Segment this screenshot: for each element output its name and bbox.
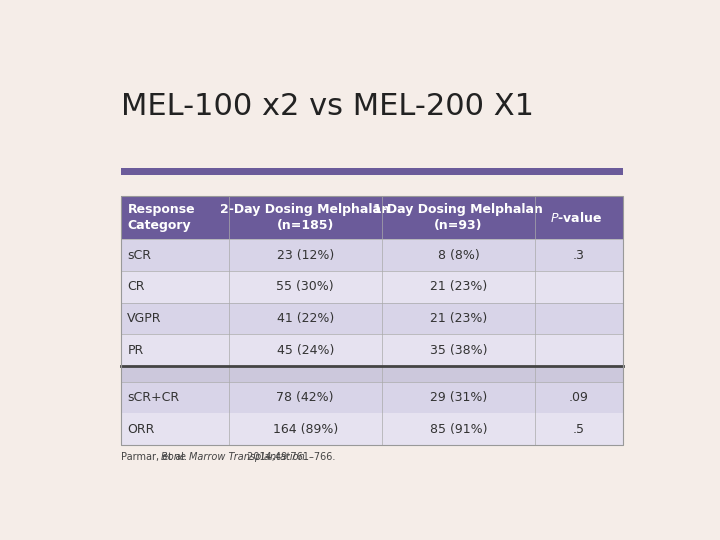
Text: 35 (38%): 35 (38%) bbox=[430, 343, 487, 356]
Text: VGPR: VGPR bbox=[127, 312, 162, 325]
Bar bbox=[121, 382, 623, 413]
Text: 23 (12%): 23 (12%) bbox=[276, 249, 334, 262]
Text: 45 (24%): 45 (24%) bbox=[276, 343, 334, 356]
Text: 2-Day Dosing Melphalan
(n=185): 2-Day Dosing Melphalan (n=185) bbox=[220, 203, 390, 232]
Text: 164 (89%): 164 (89%) bbox=[273, 422, 338, 436]
Text: 78 (42%): 78 (42%) bbox=[276, 391, 334, 404]
Text: ORR: ORR bbox=[127, 422, 155, 436]
Text: sCR: sCR bbox=[127, 249, 151, 262]
Text: 85 (91%): 85 (91%) bbox=[430, 422, 487, 436]
Bar bbox=[121, 239, 623, 271]
Bar bbox=[121, 334, 623, 366]
Text: .09: .09 bbox=[569, 391, 589, 404]
Text: $\it{P}$-value: $\it{P}$-value bbox=[550, 211, 603, 225]
Text: .5: .5 bbox=[573, 422, 585, 436]
Text: 41 (22%): 41 (22%) bbox=[276, 312, 334, 325]
Text: 21 (23%): 21 (23%) bbox=[430, 312, 487, 325]
Text: .3: .3 bbox=[573, 249, 585, 262]
Text: 2014;49:761–766.: 2014;49:761–766. bbox=[244, 452, 336, 462]
Text: sCR+CR: sCR+CR bbox=[127, 391, 179, 404]
Text: CR: CR bbox=[127, 280, 145, 293]
Bar bbox=[121, 366, 623, 382]
Text: 8 (8%): 8 (8%) bbox=[438, 249, 480, 262]
Text: 1-Day Dosing Melphalan
(n=93): 1-Day Dosing Melphalan (n=93) bbox=[374, 203, 544, 232]
Text: 29 (31%): 29 (31%) bbox=[430, 391, 487, 404]
Text: MEL-100 x2 vs MEL-200 X1: MEL-100 x2 vs MEL-200 X1 bbox=[121, 92, 534, 121]
Bar bbox=[121, 302, 623, 334]
Text: PR: PR bbox=[127, 343, 143, 356]
Text: Response
Category: Response Category bbox=[127, 203, 195, 232]
Text: 55 (30%): 55 (30%) bbox=[276, 280, 334, 293]
Text: Parmar, et al.: Parmar, et al. bbox=[121, 452, 190, 462]
Bar bbox=[121, 167, 623, 175]
Bar bbox=[121, 271, 623, 302]
Bar bbox=[121, 413, 623, 445]
Text: 21 (23%): 21 (23%) bbox=[430, 280, 487, 293]
Text: Bone Marrow Transplantation.: Bone Marrow Transplantation. bbox=[161, 452, 308, 462]
